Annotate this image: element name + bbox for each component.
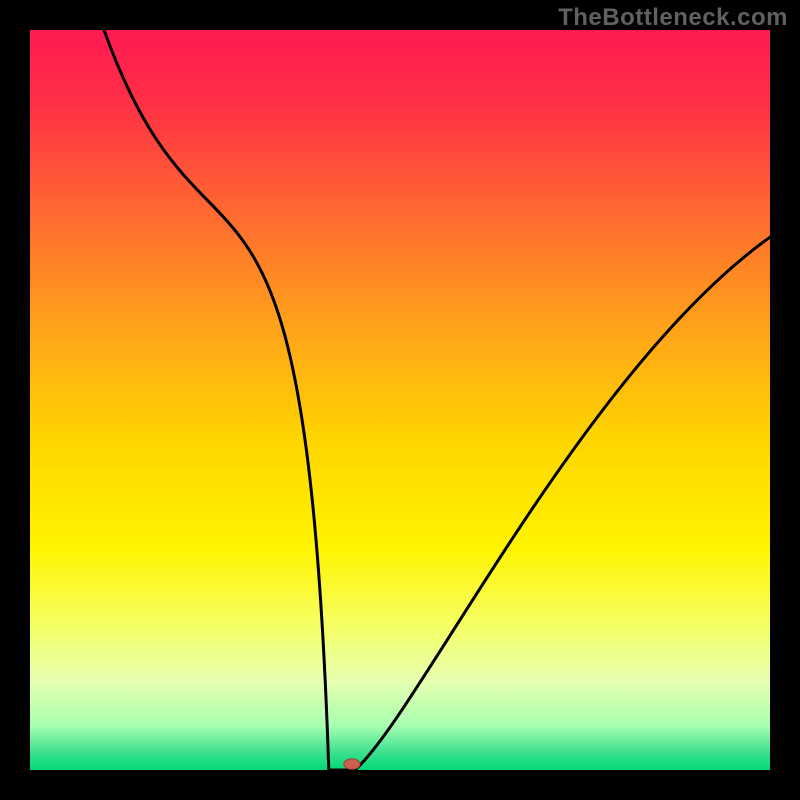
plot-background [30, 30, 770, 770]
minimum-marker [344, 759, 360, 769]
bottleneck-chart [0, 0, 800, 800]
watermark-text: TheBottleneck.com [558, 4, 788, 32]
